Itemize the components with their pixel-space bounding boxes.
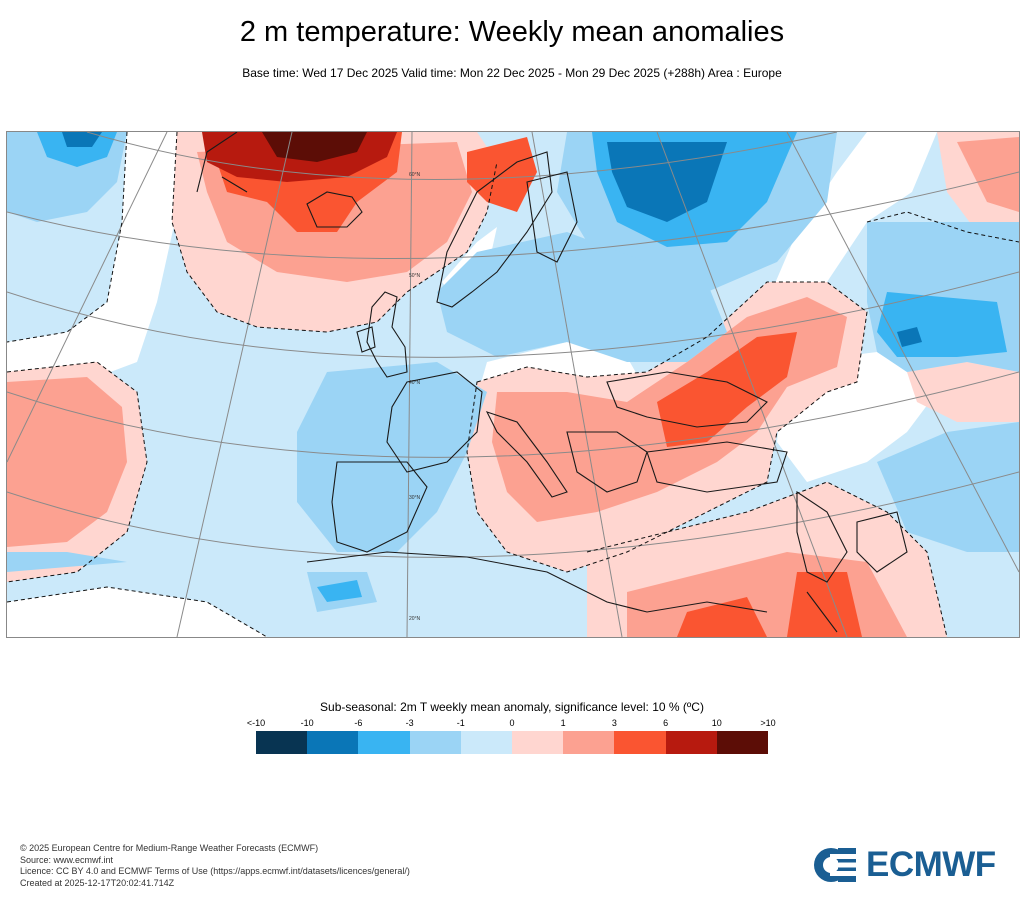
footer-created: Created at 2025-12-17T20:02:41.714Z [20,877,175,888]
legend-title: Sub-seasonal: 2m T weekly mean anomaly, … [320,700,704,714]
footer-licence: Licence: CC BY 4.0 and ECMWF Terms of Us… [20,866,410,876]
legend-swatch-7 [614,731,666,754]
ecmwf-logo-text: ECMWF [866,845,996,884]
legend-swatch-1 [307,731,359,754]
iberia-coast [331,461,428,553]
legend-label: -1 [456,718,465,728]
legend-swatch-4 [460,731,513,754]
chart-title: 2 m temperature: Weekly mean anomalies [239,16,785,48]
legend-colorbar [256,731,769,754]
graticule-labels: 60°N 50°N 40°N 30°N 20°N [409,172,421,622]
legend-label: 0 [509,718,515,728]
legend-swatch-0 [256,731,308,754]
legend-label: 10 [711,718,722,728]
turkey-coast [646,441,788,493]
greenland-coast [196,132,248,193]
legend-labels: <-10 -10 -6 -3 -1 0 1 3 6 10 >10 [247,718,776,730]
ecmwf-logo: ECMWF [812,844,1008,886]
legend-label: 6 [663,718,669,728]
significance-contours [7,132,1019,637]
italy-coast [485,411,568,498]
legend-swatch-8 [665,731,717,754]
black-sea-coast [606,371,768,428]
anomaly-fields [7,132,1019,637]
coastlines [196,132,908,633]
graticule [7,132,1019,637]
legend-label: -3 [405,718,414,728]
map-svg: 60°N 50°N 40°N 30°N 20°N [7,132,1019,637]
balkans-coast [566,431,648,493]
ecmwf-logo-icon [814,848,860,882]
legend-label: 3 [611,718,617,728]
anomaly-map: 60°N 50°N 40°N 30°N 20°N [6,131,1020,638]
scandinavia-coast [436,151,553,308]
legend-label: <-10 [246,718,266,728]
footer-credits: © 2025 European Centre for Medium-Range … [20,843,410,889]
legend-swatch-2 [358,731,410,754]
chart-subtitle: Base time: Wed 17 Dec 2025 Valid time: M… [242,66,782,80]
lat-label-30: 30°N [409,495,421,501]
lat-label-50: 50°N [409,273,421,279]
iceland-coast [306,191,363,228]
north-africa-coast [306,551,768,613]
red-sea-coast [806,591,838,633]
lat-label-20: 20°N [409,616,421,622]
legend-swatch-9 [716,731,769,754]
legend-swatch-6 [563,731,615,754]
finland-coast [526,171,578,263]
great-britain-coast [366,291,408,378]
legend-label: 1 [560,718,566,728]
legend-swatch-3 [409,731,461,754]
footer-source: Source: www.ecmwf.int [20,854,114,865]
lat-label-40: 40°N [409,380,421,386]
footer-copyright: © 2025 European Centre for Medium-Range … [20,843,319,853]
france-coast [386,371,483,473]
legend-label: >10 [760,718,776,728]
legend-label: -6 [354,718,363,728]
legend-label: -10 [300,718,314,728]
caspian-coast [856,511,908,573]
levant-coast [796,490,848,583]
legend-swatch-5 [512,731,564,754]
lat-label-60: 60°N [409,172,421,178]
ireland-coast [356,326,376,353]
